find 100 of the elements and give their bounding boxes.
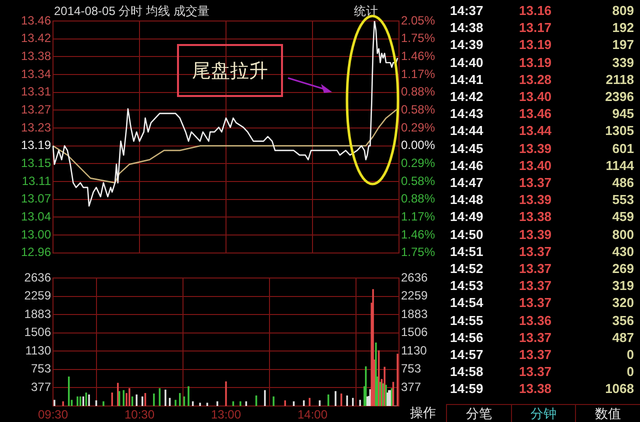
y2-tick-label: 1506 [401,325,428,340]
y-tick-label: 1883 [24,306,52,321]
text: 192 [612,19,634,36]
text: 14:50 [450,226,484,243]
y2-tick-label: 0.00% [401,138,436,152]
text: 14:42 [450,88,484,106]
y-tick-label: 13.42 [20,31,52,46]
x-tick-label: 09:30 [38,408,68,422]
text: 13.37 [519,174,552,192]
text: 2396 [605,88,634,106]
annotation: 尾盘拉升 [192,60,268,84]
text: 14:53 [450,277,484,294]
text: 13.19 [519,36,552,54]
text: 14:45 [450,140,484,157]
text: 553 [612,191,634,208]
y2-tick-label: 0.88% [401,192,436,206]
text: 分钟 [510,405,576,422]
text: 13.37 [519,328,552,346]
text: 14:56 [450,328,484,346]
y2-tick-label: 1.17% [401,210,436,224]
chart-title: 2014-08-05 分时 均线 成交量 [54,3,210,20]
y2-tick-label: 2636 [401,270,428,284]
y2-tick-label: 1883 [401,306,428,321]
x-tick-label: 13:00 [210,408,242,422]
text: 14:40 [450,54,484,71]
y-tick-label: 1506 [24,325,52,340]
text: 13.39 [519,191,552,208]
y2-tick-label: 753 [401,362,422,376]
text: 13.36 [519,312,552,329]
text: 1068 [605,380,634,398]
text: 13.40 [519,156,552,174]
y-tick-label: 13.23 [20,120,52,134]
text: 数值 [575,405,640,422]
text: 13.38 [519,380,552,398]
y-tick-label: 13.04 [20,209,52,224]
y-tick-label: 13.34 [20,66,52,81]
text: 14:47 [450,174,484,192]
text: 13.37 [519,277,552,294]
text: 14:38 [450,19,484,36]
text: 13.38 [519,208,552,226]
text: 13.40 [519,88,552,106]
text: 486 [612,174,634,192]
text: 0 [626,363,634,380]
text: 14:49 [450,208,484,226]
y2-tick-label: 2.05% [401,13,436,28]
x-tick-label: 14:00 [297,408,328,422]
text: 14:37 [450,2,484,20]
y-tick-label: 13.46 [20,13,52,28]
y-tick-label: 13.00 [20,227,52,242]
y2-tick-label: 0.58% [401,102,436,116]
y-tick-label: 13.38 [20,48,52,63]
text: 197 [612,36,634,54]
text: 945 [612,105,634,122]
text: 分笔 [446,405,511,422]
text: 13.37 [519,242,552,260]
y-tick-label: 13.31 [20,84,52,99]
text: 13.19 [519,54,552,71]
text: 1144 [606,156,634,174]
text-frame: 尾盘拉升 [177,44,283,97]
text: 487 [612,328,634,346]
text: 0 [626,346,634,364]
y2-tick-label: 0.88% [401,84,436,99]
text: 809 [612,2,634,20]
text: 339 [612,54,634,71]
y2-tick-label: 377 [401,380,422,394]
y2-tick-label: 2259 [401,288,428,303]
y-tick-label: 13.07 [20,192,52,206]
text: 800 [612,226,634,243]
y-tick-label: 13.15 [20,156,52,170]
y2-tick-label: 1.75% [401,31,436,46]
y-tick-label: 2259 [24,288,52,303]
text: 13.28 [519,70,552,88]
text: 601 [612,140,634,157]
text: 14:52 [450,260,484,278]
text: 14:39 [450,36,484,54]
y-tick-label: 2636 [24,270,52,284]
y-tick-label: 377 [30,380,52,394]
y-tick-label: 13.19 [20,138,52,152]
y2-tick-label: 1.17% [401,66,436,81]
text: 14:54 [450,294,484,312]
y2-tick-label: 1.75% [401,245,436,260]
text: 13.16 [519,2,552,20]
text: 320 [612,294,634,312]
y2-tick-label: 0.29% [401,156,436,170]
text: 430 [612,242,634,260]
text: 13.37 [519,260,552,278]
y-tick-label: 13.27 [20,102,52,116]
text: 1305 [605,122,634,140]
y2-tick-label: 0.29% [401,120,436,134]
text: 13.44 [519,122,552,140]
text: 14:55 [450,312,484,329]
text: 459 [612,208,634,226]
y-tick-label: 13.11 [22,174,52,188]
text: 13.37 [519,346,552,364]
text: 14:48 [450,191,484,208]
y-tick-label: 12.96 [20,245,52,260]
y2-tick-label: 0.58% [401,174,436,188]
text: 14:46 [450,156,484,174]
text: 319 [612,277,634,294]
text: 操作 [410,404,436,422]
